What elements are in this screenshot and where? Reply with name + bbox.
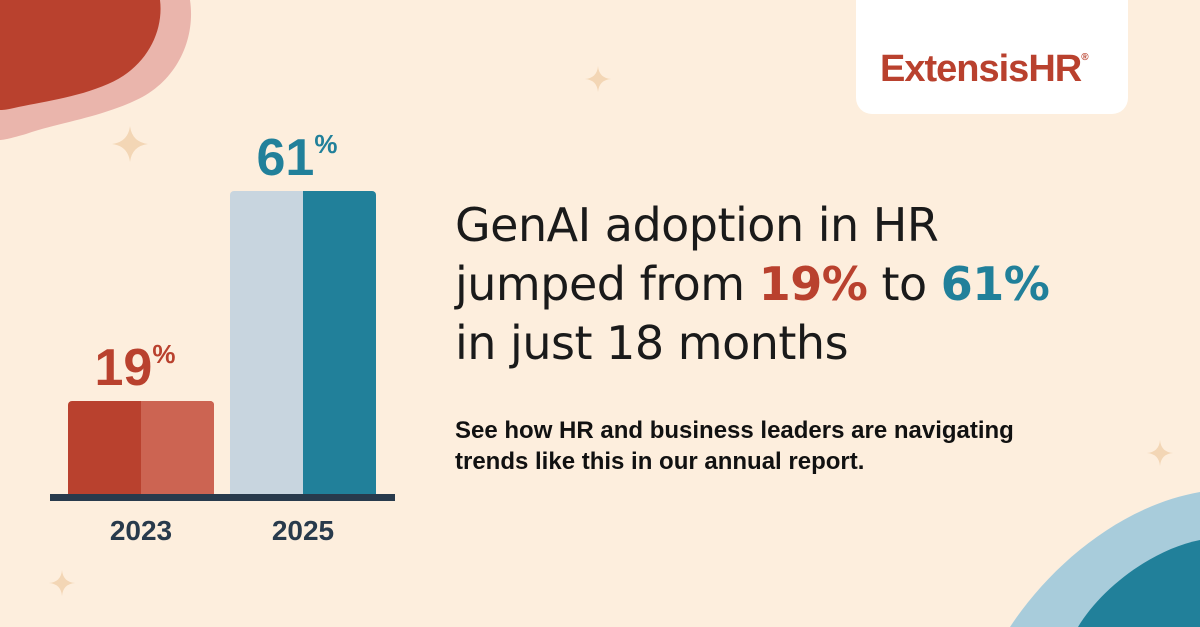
x-axis-baseline <box>50 494 395 501</box>
bar-2025-shade <box>303 191 376 500</box>
extensishr-logo[interactable]: ExtensisHR® <box>880 48 1089 91</box>
subheading: See how HR and business leaders are navi… <box>455 415 1155 477</box>
headline-line-2-mid: to <box>867 257 941 311</box>
bar-2023-shade-edge <box>141 401 147 500</box>
logo-card <box>856 0 1128 114</box>
subheading-line-1: See how HR and business leaders are navi… <box>455 417 1014 444</box>
data-label-2023: 19% <box>95 339 176 397</box>
sparkle-icon <box>49 570 75 596</box>
data-label-2025: 61% <box>257 129 338 187</box>
blob-shape-inner <box>0 0 161 110</box>
subheading-line-2: trends like this in our annual report. <box>455 448 865 475</box>
headline-line-3: in just 18 months <box>455 316 849 370</box>
headline-value-2025: 61% <box>940 257 1050 311</box>
bar-2025-shade-edge <box>303 191 309 500</box>
data-label-unit: % <box>314 129 337 159</box>
headline-line-2-pre: jumped from <box>455 257 759 311</box>
sparkle-icon <box>585 66 611 92</box>
headline: GenAI adoption in HR jumped from 19% to … <box>455 196 1155 373</box>
logo-text-extensis: Extensis <box>880 48 1029 90</box>
tick-label-2025: 2025 <box>272 515 334 546</box>
sparkle-icon <box>112 126 148 162</box>
registered-mark: ® <box>1081 52 1088 63</box>
tick-label-2023: 2023 <box>110 515 172 546</box>
sparkle-icon <box>1147 440 1173 466</box>
bar-2023-shade <box>141 401 214 500</box>
headline-line-1: GenAI adoption in HR <box>455 198 939 252</box>
headline-value-2023: 19% <box>758 257 868 311</box>
wave-shape-dark <box>1078 540 1200 627</box>
logo-text-hr: HR <box>1028 48 1082 90</box>
bar-chart: 19% 2023 61% 2025 <box>50 129 395 546</box>
data-label-unit: % <box>152 339 175 369</box>
